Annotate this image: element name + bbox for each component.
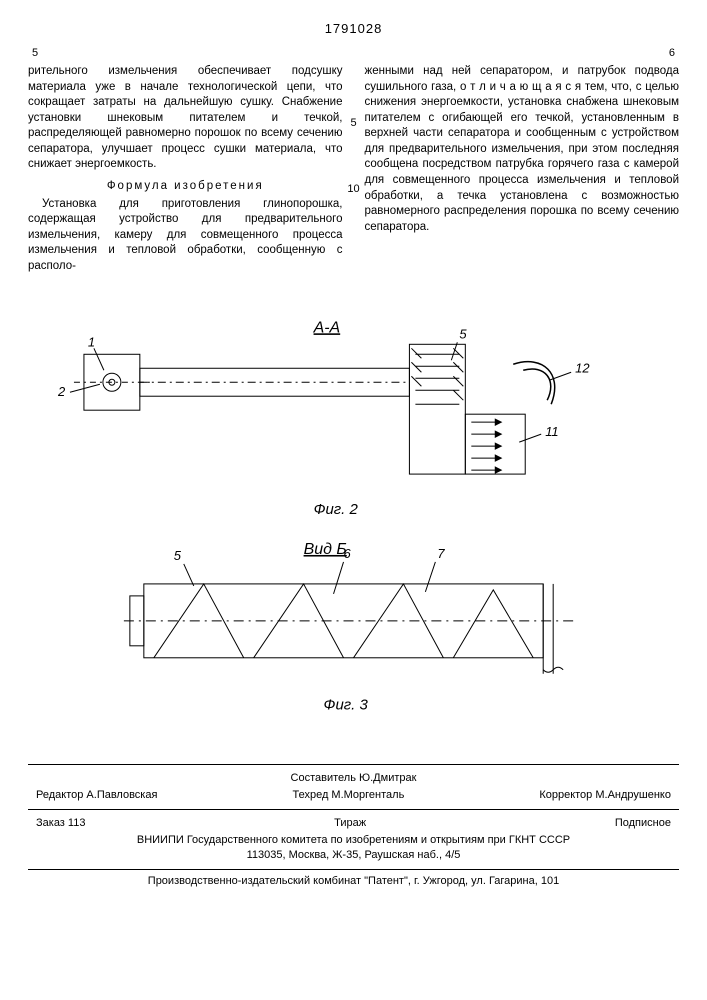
addr: 113035, Москва, Ж-35, Раушская наб., 4/5 (28, 848, 679, 863)
line-number-10: 10 (347, 182, 359, 197)
tech-label: Техред (292, 789, 328, 801)
fig3-label-6: 6 (344, 546, 352, 561)
fig2-label-5: 5 (459, 326, 467, 341)
editor-row: Редактор А.Павловская Техред М.Моргентал… (28, 786, 679, 805)
fig3-title: Вид Б (304, 541, 347, 558)
fig2-label-2: 2 (57, 384, 66, 399)
figures-svg: А-А 1 2 (44, 314, 663, 744)
fig3-label-5: 5 (174, 548, 182, 563)
text-body: 5 10 рительного измельчения обеспечивает… (28, 64, 679, 274)
order-line: Заказ 113 Тираж Подписное ВНИИПИ Государ… (28, 809, 679, 863)
tech: М.Моргенталь (331, 789, 404, 801)
doc-number: 1791028 (28, 20, 679, 38)
corrector-label: Корректор (539, 789, 592, 801)
fig3-caption: Фиг. 3 (324, 697, 369, 714)
fig2-label-11: 11 (545, 424, 558, 439)
margin-numbers: 5 6 (28, 46, 679, 61)
footer: Производственно-издательский комбинат "П… (28, 869, 679, 889)
fig2-label-12: 12 (575, 360, 590, 375)
compiler: Ю.Дмитрак (359, 772, 416, 784)
col-right-p1: женными над ней сепаратором, и патрубок … (365, 64, 680, 235)
columns: рительного измельчения обеспечивает подс… (28, 64, 679, 274)
fig3-label-7: 7 (437, 546, 445, 561)
editor-label: Редактор (36, 789, 83, 801)
tech-cell: Техред М.Моргенталь (292, 788, 404, 803)
order-label: Заказ (36, 817, 65, 829)
tirage-label: Тираж (334, 816, 366, 831)
column-left: рительного измельчения обеспечивает подс… (28, 64, 343, 274)
fig2-title: А-А (313, 319, 341, 336)
editor-cell: Редактор А.Павловская (36, 788, 157, 803)
col-left-p1: рительного измельчения обеспечивает подс… (28, 64, 343, 173)
page: 1791028 5 6 5 10 рительного измельчения … (0, 0, 707, 888)
margin-left-num: 5 (32, 46, 38, 61)
fig2-label-1: 1 (88, 334, 95, 349)
formula-title: Формула изобретения (28, 179, 343, 195)
order: 113 (68, 817, 86, 829)
compiler-line: Составитель Ю.Дмитрак (28, 771, 679, 786)
margin-right-num: 6 (669, 46, 675, 61)
corrector-cell: Корректор М.Андрушенко (539, 788, 671, 803)
editor: А.Павловская (86, 789, 157, 801)
line-number-5: 5 (350, 116, 356, 131)
subscription: Подписное (615, 816, 671, 831)
corrector: М.Андрушенко (595, 789, 671, 801)
column-right: женными над ней сепаратором, и патрубок … (365, 64, 680, 274)
org: ВНИИПИ Государственного комитета по изоб… (28, 833, 679, 848)
publisher-block: Составитель Ю.Дмитрак Редактор А.Павловс… (28, 764, 679, 888)
fig2-caption: Фиг. 2 (314, 501, 359, 518)
col-left-p2: Установка для приготовления глинопорошка… (28, 197, 343, 275)
compiler-label: Составитель (291, 772, 356, 784)
figures: А-А 1 2 (28, 314, 679, 748)
